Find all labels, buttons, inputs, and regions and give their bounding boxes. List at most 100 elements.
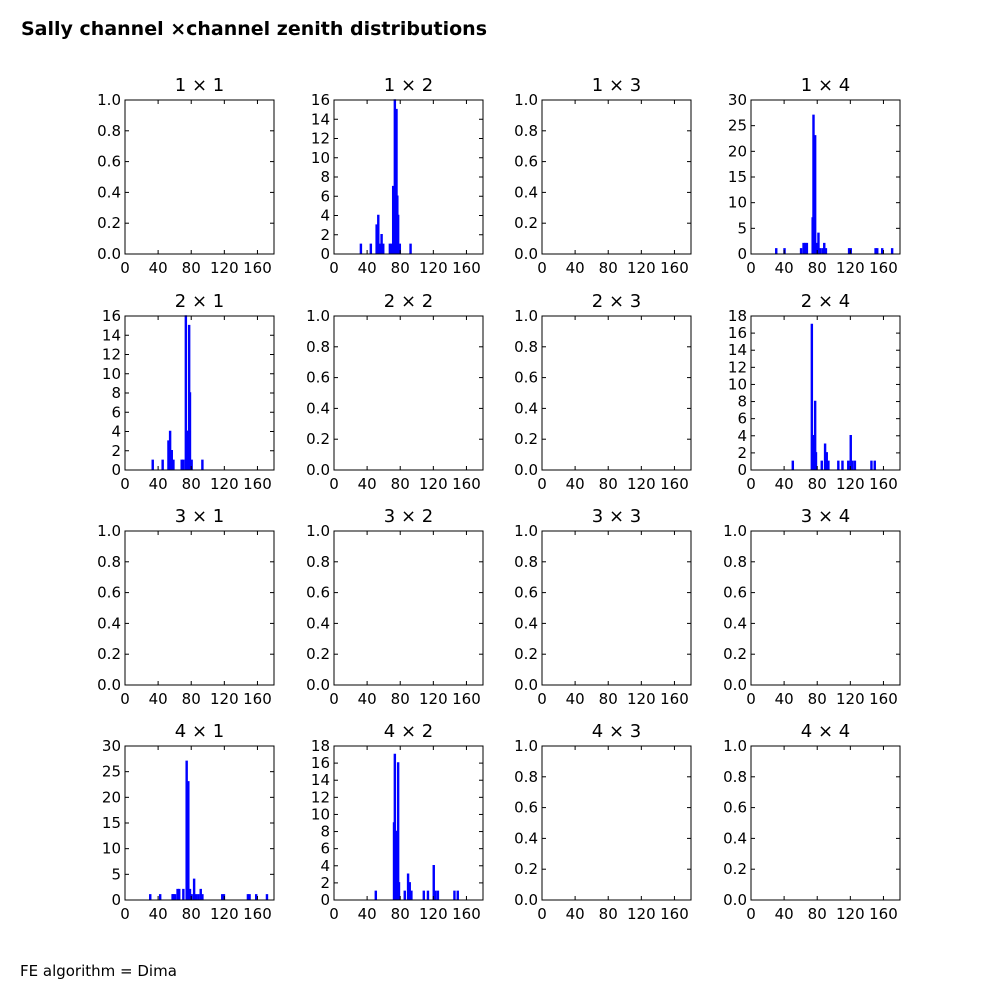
histogram-bar xyxy=(188,888,192,900)
axes-frame xyxy=(541,745,692,901)
histogram-bar xyxy=(422,890,426,900)
histogram-bar xyxy=(775,248,778,254)
x-tick-label: 160 xyxy=(243,690,272,708)
x-tick-label: 120 xyxy=(836,259,865,277)
x-tick-label: 80 xyxy=(599,690,618,708)
x-tick-label: 120 xyxy=(627,259,656,277)
panel-3-2: 3 × 2 0 40 80 120 160 0.0 0.2 0.4 0.6 0.8 1.0 xyxy=(306,506,484,708)
y-tick-label: 0.0 xyxy=(723,676,747,694)
histogram-bar xyxy=(377,214,380,254)
histogram-bar xyxy=(396,214,400,254)
y-tick-label: 10 xyxy=(311,805,330,823)
x-tick-label: 160 xyxy=(869,690,898,708)
histogram-bar xyxy=(248,894,251,900)
axes-frame xyxy=(124,530,275,686)
y-tick-label: 6 xyxy=(111,403,121,421)
x-tick-label: 120 xyxy=(419,690,448,708)
y-tick-label: 0 xyxy=(111,891,121,909)
axes-frame xyxy=(750,745,901,901)
x-tick-label: 0 xyxy=(746,690,756,708)
y-tick-label: 0.8 xyxy=(514,122,538,140)
y-tick-label: 1.0 xyxy=(723,522,747,540)
y-tick-label: 0 xyxy=(320,245,330,263)
histogram-bar xyxy=(849,434,852,470)
y-tick-label: 18 xyxy=(728,307,747,325)
x-tick-label: 80 xyxy=(808,690,827,708)
y-tick-label: 1.0 xyxy=(97,522,121,540)
x-tick-label: 40 xyxy=(149,259,168,277)
x-tick-label: 160 xyxy=(243,905,272,923)
y-tick-label: 0.2 xyxy=(97,214,121,232)
histogram-bar xyxy=(173,894,177,900)
y-tick-label: 2 xyxy=(320,874,330,892)
x-tick-label: 0 xyxy=(537,905,547,923)
histogram-bar xyxy=(432,864,435,900)
y-tick-label: 5 xyxy=(111,865,121,883)
y-tick-label: 1.0 xyxy=(723,737,747,755)
y-tick-label: 0.8 xyxy=(514,553,538,571)
y-tick-label: 5 xyxy=(737,219,747,237)
y-tick-label: 0.6 xyxy=(723,584,747,602)
histogram-bar xyxy=(178,888,181,900)
histogram-bar xyxy=(199,888,202,900)
y-tick-label: 10 xyxy=(728,194,747,212)
y-tick-label: 12 xyxy=(102,346,121,364)
panel-3-4: 3 × 4 0 40 80 120 160 0.0 0.2 0.4 0.6 0.8 1.0 xyxy=(723,506,901,708)
x-tick-label: 120 xyxy=(210,259,239,277)
x-tick-label: 120 xyxy=(627,905,656,923)
y-tick-label: 1.0 xyxy=(514,307,538,325)
histogram-bar xyxy=(188,392,192,470)
x-tick-label: 0 xyxy=(329,690,339,708)
y-tick-label: 0.2 xyxy=(514,645,538,663)
histogram-bar xyxy=(254,894,258,900)
histogram-bar xyxy=(434,890,437,900)
histogram-bar xyxy=(813,135,817,254)
axes-frame xyxy=(750,530,901,686)
x-tick-label: 40 xyxy=(775,475,794,493)
y-tick-label: 1.0 xyxy=(306,307,330,325)
y-tick-label: 0.8 xyxy=(723,553,747,571)
x-tick-label: 80 xyxy=(599,475,618,493)
figure-title: Sally channel ×channel zenith distributi… xyxy=(21,18,488,40)
x-tick-label: 80 xyxy=(808,905,827,923)
x-tick-label: 40 xyxy=(358,259,377,277)
histogram-bar xyxy=(180,459,183,470)
axes-frame xyxy=(124,99,275,255)
axes-frame xyxy=(541,530,692,686)
x-tick-label: 160 xyxy=(452,475,481,493)
x-tick-label: 80 xyxy=(391,690,410,708)
histogram-bar xyxy=(837,460,840,470)
x-tick-label: 0 xyxy=(120,690,130,708)
histogram-bar xyxy=(812,114,815,254)
y-tick-label: 0.0 xyxy=(97,245,121,263)
y-tick-label: 12 xyxy=(311,788,330,806)
histogram-bar xyxy=(890,248,894,254)
y-tick-label: 0.4 xyxy=(306,614,330,632)
y-tick-label: 0.6 xyxy=(97,153,121,171)
x-tick-label: 160 xyxy=(869,905,898,923)
histogram-bar xyxy=(873,460,876,470)
footer-note: FE algorithm = Dima xyxy=(20,962,177,980)
histogram-bar xyxy=(824,248,828,254)
y-tick-label: 0.2 xyxy=(514,430,538,448)
histogram-bar xyxy=(393,753,397,900)
axes-frame xyxy=(750,315,901,471)
y-tick-label: 0.6 xyxy=(306,584,330,602)
histogram-bar xyxy=(192,878,196,900)
y-tick-label: 10 xyxy=(102,365,121,383)
y-tick-label: 0.6 xyxy=(514,153,538,171)
axes-frame xyxy=(333,530,484,686)
y-tick-label: 0 xyxy=(737,245,747,263)
x-tick-label: 80 xyxy=(599,905,618,923)
histogram-bar xyxy=(168,430,172,470)
panel-title: 2 × 2 xyxy=(384,291,433,312)
histogram-bar xyxy=(823,242,826,254)
panel-title: 2 × 4 xyxy=(801,291,850,312)
panel-title: 2 × 3 xyxy=(592,291,641,312)
histogram-bar xyxy=(436,890,440,900)
y-tick-label: 25 xyxy=(728,117,747,135)
histogram-bar xyxy=(876,248,879,254)
x-tick-label: 120 xyxy=(419,475,448,493)
x-tick-label: 120 xyxy=(210,475,239,493)
